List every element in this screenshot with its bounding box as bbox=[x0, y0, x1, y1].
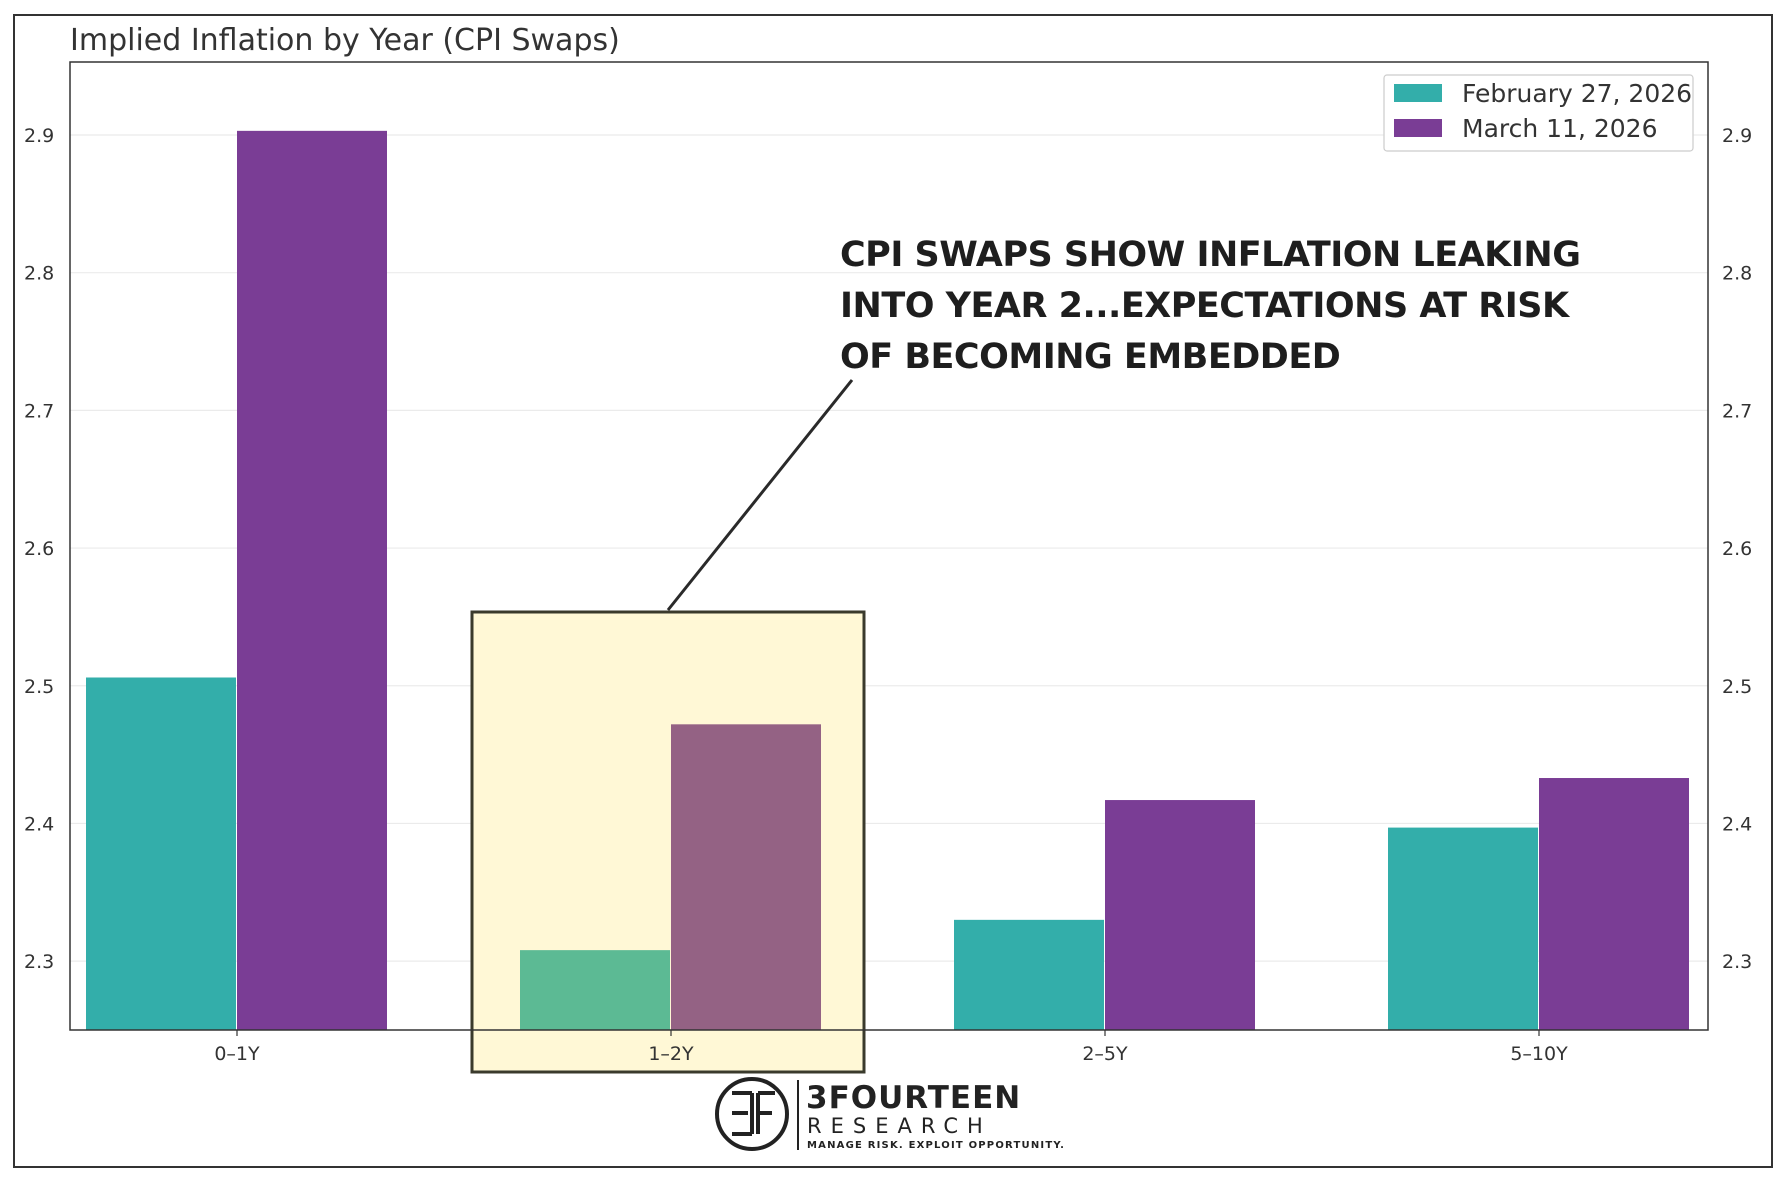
y-tick-label-right: 2.7 bbox=[1722, 400, 1752, 422]
logo: 3FOURTEEN RESEARCH MANAGE RISK. EXPLOIT … bbox=[715, 1077, 1065, 1151]
y-tick-label-left: 2.5 bbox=[24, 676, 54, 698]
x-tick-label: 1–2Y bbox=[648, 1043, 694, 1065]
chart-title: Implied Inflation by Year (CPI Swaps) bbox=[70, 23, 620, 58]
y-tick-label-right: 2.4 bbox=[1722, 813, 1752, 835]
x-tick-label: 0–1Y bbox=[214, 1043, 260, 1065]
x-axis: 0–1Y 1–2Y 2–5Y 5–10Y bbox=[214, 1030, 1568, 1065]
annotation-arrow-line bbox=[666, 379, 854, 611]
legend: February 27, 2026 March 11, 2026 bbox=[1383, 74, 1694, 152]
x-tick-label: 5–10Y bbox=[1510, 1043, 1568, 1065]
annotation-line-1: CPI SWAPS SHOW INFLATION LEAKING bbox=[840, 235, 1580, 275]
y-tick-label-left: 2.8 bbox=[24, 263, 54, 285]
bar-mar-5–10Y bbox=[1539, 778, 1689, 1030]
bar-feb-2–5Y bbox=[954, 919, 1104, 1030]
y-tick-label-right: 2.8 bbox=[1722, 263, 1752, 285]
bar-mar-0–1Y bbox=[237, 130, 387, 1031]
highlight-box-border bbox=[470, 610, 866, 1074]
logo-name: 3FOURTEEN bbox=[806, 1080, 1021, 1116]
legend-swatch-mar bbox=[1394, 119, 1442, 137]
bar-feb-5–10Y bbox=[1388, 827, 1538, 1030]
bar-mar-2–5Y bbox=[1105, 800, 1255, 1030]
legend-swatch-feb bbox=[1394, 84, 1442, 102]
x-tick-label: 2–5Y bbox=[1082, 1043, 1128, 1065]
logo-tagline: MANAGE RISK. EXPLOIT OPPORTUNITY. bbox=[807, 1140, 1065, 1151]
y-axis-left: 2.3 2.4 2.5 2.6 2.7 2.8 2.9 bbox=[24, 125, 54, 973]
y-axis-right: 2.3 2.4 2.5 2.6 2.7 2.8 2.9 bbox=[1722, 125, 1752, 973]
y-tick-label-left: 2.3 bbox=[24, 951, 54, 973]
legend-label-feb: February 27, 2026 bbox=[1462, 79, 1692, 108]
y-tick-label-left: 2.9 bbox=[24, 125, 54, 147]
bars-group bbox=[86, 130, 1689, 1031]
annotation: CPI SWAPS SHOW INFLATION LEAKING INTO YE… bbox=[666, 235, 1581, 611]
legend-label-mar: March 11, 2026 bbox=[1462, 114, 1657, 143]
bar-mar-1–2Y bbox=[671, 724, 821, 1030]
logo-sub: RESEARCH bbox=[807, 1114, 992, 1138]
bar-feb-1–2Y bbox=[520, 950, 670, 1030]
bar-feb-0–1Y bbox=[86, 677, 236, 1030]
annotation-line-2: INTO YEAR 2...EXPECTATIONS AT RISK bbox=[840, 286, 1571, 326]
y-tick-label-left: 2.7 bbox=[24, 400, 54, 422]
y-tick-label-right: 2.3 bbox=[1722, 951, 1752, 973]
y-tick-label-left: 2.6 bbox=[24, 538, 54, 560]
y-tick-label-right: 2.5 bbox=[1722, 676, 1752, 698]
legend-box bbox=[1383, 74, 1694, 152]
plot-frame bbox=[69, 61, 1709, 1031]
annotation-line-3: OF BECOMING EMBEDDED bbox=[840, 337, 1340, 377]
y-tick-label-right: 2.6 bbox=[1722, 538, 1752, 560]
y-tick-label-left: 2.4 bbox=[24, 813, 54, 835]
y-tick-label-right: 2.9 bbox=[1722, 125, 1752, 147]
3f-monogram-icon bbox=[715, 1077, 789, 1151]
